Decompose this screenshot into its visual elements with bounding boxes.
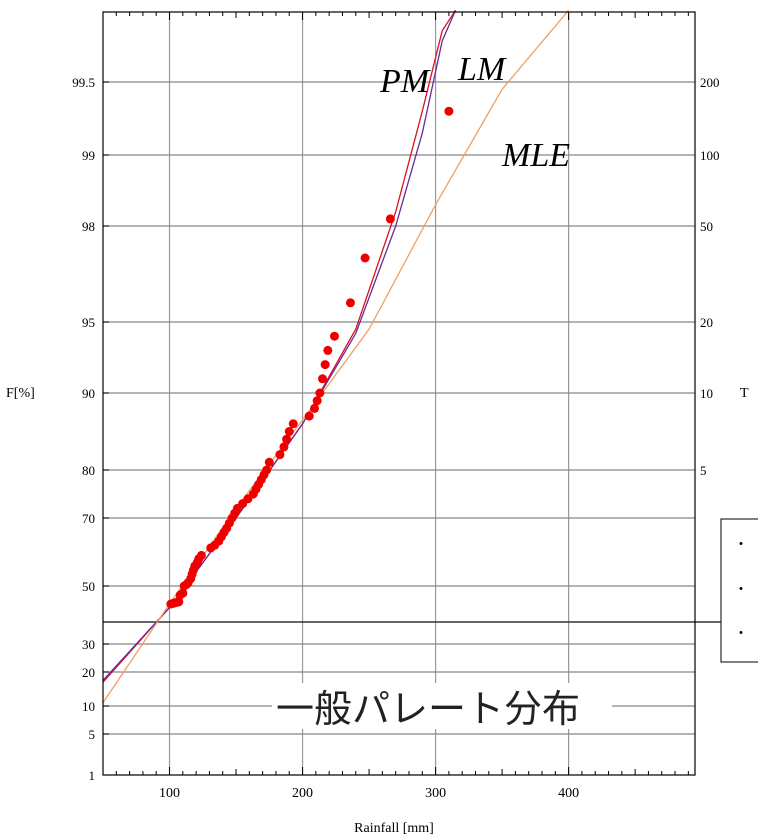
data-point xyxy=(444,106,454,116)
data-point xyxy=(310,403,320,413)
ticks: 100 200 300 400 99.5 99 98 95 90 80 70 50 30 20 10 5 1 20… xyxy=(72,12,720,801)
data-point xyxy=(196,550,206,560)
data-point xyxy=(282,434,292,444)
y-tick-label-right: 5 xyxy=(700,463,707,478)
distribution-label: 一般パレート分布 xyxy=(276,687,580,731)
distribution-label-bg xyxy=(272,683,612,729)
y-tick-label-right: 200 xyxy=(700,75,720,90)
gridlines xyxy=(103,12,758,775)
data-point xyxy=(288,419,298,429)
y-tick-label-left: 95 xyxy=(82,315,95,330)
y-tick-label-left: 50 xyxy=(82,579,95,594)
data-point xyxy=(279,442,289,452)
legend-bullet: ・ xyxy=(734,583,748,598)
x-tick-label: 200 xyxy=(292,786,313,801)
y-tick-label-left: 90 xyxy=(82,386,95,401)
data-point xyxy=(178,588,188,598)
y-tick-label-right: 50 xyxy=(700,219,713,234)
y-tick-label-left: 30 xyxy=(82,637,95,652)
x-axis-label: Rainfall [mm] xyxy=(354,821,434,836)
curve-label-pm: PM xyxy=(379,63,431,100)
observed-points xyxy=(166,106,454,609)
x-tick-label: 400 xyxy=(558,786,579,801)
y-tick-label-left: 1 xyxy=(89,768,96,783)
y-tick-label-left: 5 xyxy=(89,727,96,742)
data-point xyxy=(275,450,285,460)
x-tick-label: 100 xyxy=(159,786,180,801)
data-point xyxy=(345,298,355,308)
data-point xyxy=(323,345,333,355)
fitted-curves xyxy=(102,9,570,703)
plot-frame xyxy=(102,11,696,776)
y-tick-label-left: 99.5 xyxy=(72,75,95,90)
data-point xyxy=(385,214,395,224)
data-point xyxy=(304,411,314,421)
data-point xyxy=(312,396,322,406)
y-axis-label-right: T xyxy=(740,386,749,401)
y-tick-label-left: 10 xyxy=(82,699,95,714)
data-point xyxy=(264,457,274,467)
data-point xyxy=(329,331,339,341)
data-point xyxy=(318,374,328,384)
data-point xyxy=(284,427,294,436)
curve-label-mle: MLE xyxy=(501,137,570,174)
y-tick-label-right: 20 xyxy=(700,315,713,330)
data-point xyxy=(315,388,325,398)
data-point xyxy=(262,465,272,475)
y-tick-label-right: 100 xyxy=(700,148,720,163)
data-point xyxy=(320,360,330,370)
side-legend-box: ・ ・ ・ xyxy=(720,518,758,663)
y-tick-label-left: 20 xyxy=(82,665,95,680)
curve-pm xyxy=(102,9,457,683)
y-axis-label-left: F[%] xyxy=(6,386,35,401)
y-tick-label-left: 98 xyxy=(82,219,95,234)
legend-bullet: ・ xyxy=(734,538,748,553)
y-tick-label-left: 80 xyxy=(82,463,95,478)
curve-mle xyxy=(102,9,570,703)
y-tick-label-right: 10 xyxy=(700,386,713,401)
curve-label-lm: LM xyxy=(457,51,507,88)
data-point xyxy=(360,253,370,263)
legend-bullet: ・ xyxy=(734,627,748,642)
y-tick-label-left: 99 xyxy=(82,148,95,163)
x-tick-label: 300 xyxy=(425,786,446,801)
curve-lm xyxy=(102,10,457,681)
y-tick-label-left: 70 xyxy=(82,511,95,526)
data-point xyxy=(174,597,184,607)
